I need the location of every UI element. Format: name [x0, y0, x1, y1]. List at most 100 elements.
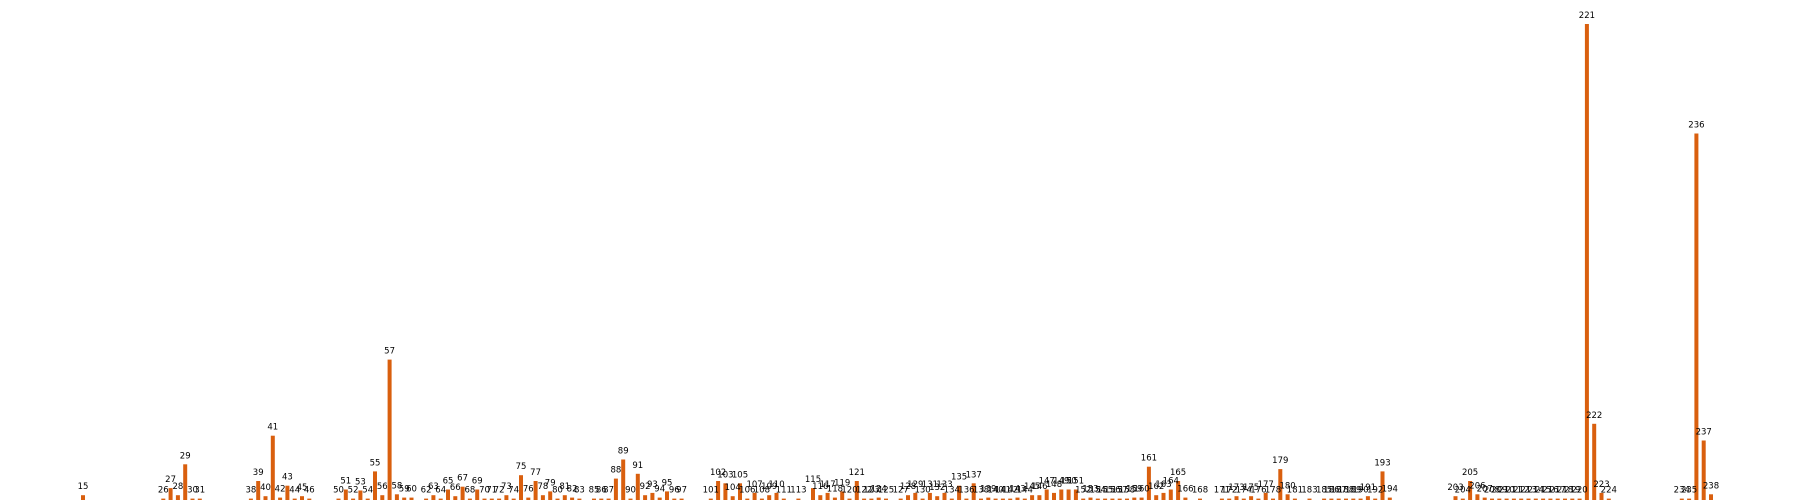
bar-label-50: 50 — [333, 486, 344, 496]
bar-label-123: 123 — [863, 486, 879, 496]
bar-label-90: 90 — [625, 486, 636, 496]
bar-161 — [1146, 466, 1151, 500]
bar-121 — [854, 481, 859, 500]
bar-label-147: 147 — [1039, 477, 1055, 487]
bar-168 — [1198, 498, 1202, 500]
bar-142 — [1008, 498, 1013, 500]
bar-label-104: 104 — [725, 483, 741, 493]
bar-69 — [475, 489, 480, 500]
bar-label-121: 121 — [849, 468, 865, 478]
bar-label-145: 145 — [1024, 482, 1040, 492]
bar-label-155: 155 — [1097, 486, 1113, 496]
bar-label-125: 125 — [878, 486, 894, 496]
bar-64 — [438, 498, 443, 500]
bar-label-150: 150 — [1060, 477, 1076, 487]
bar-68 — [467, 498, 472, 500]
bar-86 — [599, 498, 604, 500]
bar-label-119: 119 — [834, 478, 850, 488]
bar-166 — [1183, 497, 1188, 500]
bar-label-133: 133 — [936, 480, 952, 490]
bar-label-185: 185 — [1316, 486, 1332, 496]
bar-131 — [927, 492, 932, 500]
bar-62 — [424, 498, 429, 500]
bar-label-138: 138 — [973, 486, 989, 496]
bar-209 — [1497, 498, 1502, 500]
bar-label-135: 135 — [951, 473, 967, 483]
bar-label-152: 152 — [1075, 486, 1091, 496]
bar-label-28: 28 — [172, 482, 183, 492]
bar-78 — [540, 495, 545, 500]
bar-54 — [365, 498, 370, 500]
bar-label-166: 166 — [1177, 485, 1193, 495]
bar-83 — [577, 498, 582, 500]
bar-label-81: 81 — [559, 482, 570, 492]
bar-label-89: 89 — [618, 447, 629, 457]
bar-label-193: 193 — [1374, 458, 1390, 468]
bar-146 — [1037, 495, 1042, 500]
bar-label-41: 41 — [267, 423, 278, 433]
bar-104 — [730, 496, 735, 500]
bar-38 — [248, 498, 253, 500]
bar-59 — [402, 497, 407, 500]
bar-94 — [657, 497, 662, 500]
bar-label-67: 67 — [457, 474, 468, 484]
bar-label-206: 206 — [1469, 481, 1485, 491]
bar-label-181: 181 — [1287, 486, 1303, 496]
bar-164 — [1168, 489, 1173, 500]
bar-label-111: 111 — [776, 486, 792, 496]
bar-label-156: 156 — [1104, 486, 1120, 496]
bar-138 — [979, 498, 983, 500]
bar-label-151: 151 — [1068, 477, 1084, 487]
bar-75 — [519, 475, 523, 500]
bar-137 — [971, 483, 976, 500]
bar-label-95: 95 — [662, 478, 673, 488]
bar-26 — [161, 498, 166, 500]
bar-label-222: 222 — [1586, 411, 1602, 421]
bar-label-235: 235 — [1681, 486, 1697, 496]
bar-178 — [1271, 498, 1275, 500]
bar-label-183: 183 — [1301, 486, 1317, 496]
bar-label-39: 39 — [253, 468, 264, 478]
bar-label-215: 215 — [1535, 486, 1551, 496]
bar-194 — [1387, 497, 1392, 500]
bar-27 — [168, 488, 173, 500]
bar-28 — [175, 495, 180, 500]
bar-label-143: 143 — [1009, 485, 1025, 495]
bar-151 — [1073, 489, 1078, 500]
bar-30 — [190, 498, 195, 500]
bar-117 — [825, 492, 830, 500]
bar-128 — [906, 495, 910, 500]
bar-label-31: 31 — [194, 486, 205, 496]
bar-163 — [1161, 492, 1166, 500]
bar-label-172: 172 — [1221, 486, 1237, 496]
bar-label-131: 131 — [922, 480, 938, 490]
bar-55 — [373, 471, 377, 500]
bar-label-217: 217 — [1550, 486, 1566, 496]
bar-77 — [533, 481, 538, 500]
bar-221 — [1584, 24, 1589, 500]
bar-71 — [489, 498, 494, 500]
bar-label-78: 78 — [537, 482, 548, 492]
bar-label-137: 137 — [966, 470, 982, 480]
bar-189 — [1351, 498, 1356, 500]
bar-141 — [1000, 498, 1005, 500]
bar-153 — [1088, 497, 1093, 500]
bar-label-62: 62 — [421, 486, 432, 496]
bar-72 — [497, 498, 502, 500]
bar-216 — [1548, 498, 1553, 500]
bar-label-92: 92 — [640, 482, 651, 492]
bar-88 — [613, 478, 618, 500]
bar-label-173: 173 — [1228, 483, 1244, 493]
bar-label-30: 30 — [187, 486, 198, 496]
bar-90 — [628, 498, 633, 500]
bar-97 — [679, 498, 684, 500]
bar-39 — [256, 481, 261, 500]
bar-label-65: 65 — [443, 477, 454, 487]
bar-label-204: 204 — [1455, 486, 1471, 496]
bar-label-165: 165 — [1170, 468, 1186, 478]
bar-label-194: 194 — [1382, 485, 1398, 495]
bar-label-164: 164 — [1163, 477, 1179, 487]
bar-181 — [1292, 498, 1297, 500]
bar-label-218: 218 — [1557, 486, 1573, 496]
